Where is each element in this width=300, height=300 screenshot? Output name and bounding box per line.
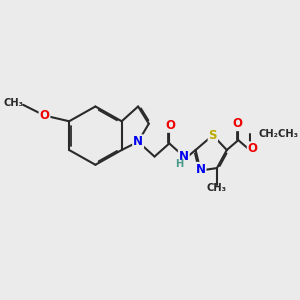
- Text: CH₃: CH₃: [207, 183, 227, 193]
- Text: S: S: [208, 129, 217, 142]
- Text: H: H: [176, 159, 184, 169]
- Text: O: O: [40, 109, 50, 122]
- Text: CH₃: CH₃: [3, 98, 23, 108]
- Text: N: N: [196, 163, 206, 176]
- Text: N: N: [179, 151, 189, 164]
- Text: N: N: [133, 135, 143, 148]
- Text: O: O: [166, 119, 176, 132]
- Text: O: O: [248, 142, 258, 155]
- Text: O: O: [232, 117, 242, 130]
- Text: CH₂CH₃: CH₂CH₃: [258, 129, 298, 139]
